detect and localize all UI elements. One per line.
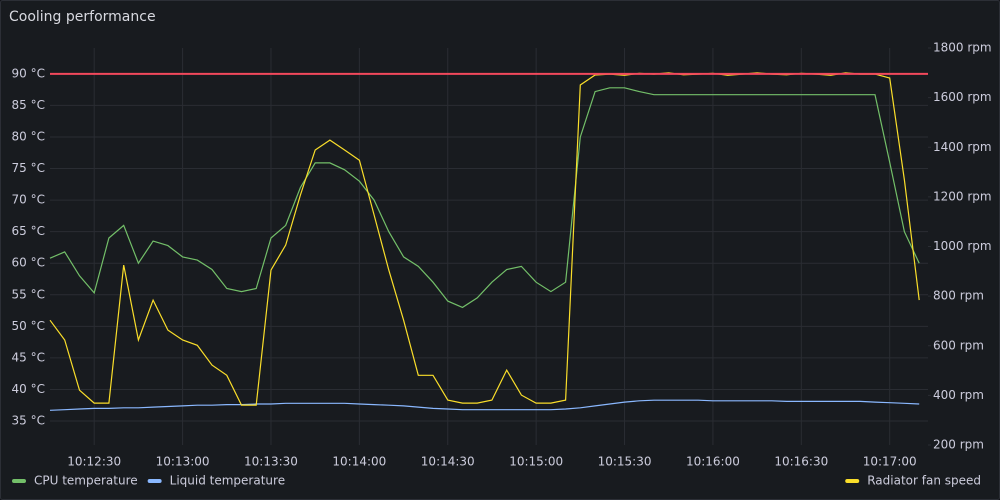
y-tick-label: 40 °C — [12, 382, 45, 396]
y-tick-label: 35 °C — [12, 414, 45, 428]
legend-swatch — [12, 479, 26, 483]
legend-label: Radiator fan speed — [867, 474, 981, 488]
y-tick-label: 50 °C — [12, 319, 45, 333]
legend-swatch — [147, 479, 162, 483]
y2-tick-label: 800 rpm — [933, 289, 984, 303]
y2-tick-label: 1200 rpm — [933, 189, 992, 203]
y2-tick-label: 1000 rpm — [933, 239, 992, 253]
y-tick-label: 55 °C — [12, 287, 45, 301]
y2-tick-label: 600 rpm — [933, 338, 984, 352]
y2-tick-label: 400 rpm — [933, 388, 984, 402]
x-tick-label: 10:14:00 — [332, 455, 386, 469]
legend-swatch — [845, 479, 860, 483]
x-tick-label: 10:15:00 — [509, 455, 563, 469]
y2-tick-label: 1600 rpm — [933, 90, 992, 104]
x-tick-label: 10:13:00 — [156, 455, 210, 469]
y2-tick-label: 1400 rpm — [933, 140, 992, 154]
legend-label: Liquid temperature — [170, 474, 285, 488]
x-tick-label: 10:16:30 — [774, 455, 828, 469]
x-tick-label: 10:17:00 — [863, 455, 917, 469]
y-tick-label: 60 °C — [12, 256, 45, 270]
y-tick-label: 70 °C — [12, 193, 45, 207]
x-tick-label: 10:13:30 — [244, 455, 298, 469]
legend-label: CPU temperature — [34, 474, 138, 488]
series-line — [49, 87, 920, 309]
x-tick-label: 10:16:00 — [686, 455, 740, 469]
y-tick-label: 65 °C — [12, 224, 45, 238]
y-tick-label: 75 °C — [12, 161, 45, 175]
y2-tick-label: 1800 rpm — [933, 41, 992, 55]
x-tick-label: 10:14:30 — [421, 455, 475, 469]
y-tick-label: 85 °C — [12, 98, 45, 112]
y-tick-label: 45 °C — [12, 350, 45, 364]
panel-title: Cooling performance — [9, 9, 156, 25]
series-line — [49, 399, 920, 411]
y2-tick-label: 200 rpm — [933, 438, 984, 452]
x-tick-label: 10:15:30 — [598, 455, 652, 469]
y-tick-label: 80 °C — [12, 129, 45, 143]
x-tick-label: 10:12:30 — [67, 455, 121, 469]
y-tick-label: 90 °C — [12, 66, 45, 80]
